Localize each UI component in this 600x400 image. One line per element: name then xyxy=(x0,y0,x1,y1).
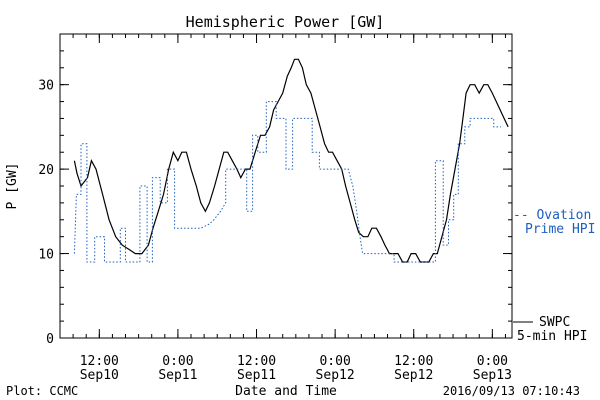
series-ovation-line xyxy=(73,101,501,263)
legend-swpc-line1: SWPC xyxy=(539,315,570,330)
x-tick-label-date: Sep12 xyxy=(394,368,433,383)
legend-ovation-line1: -- Ovation xyxy=(513,208,591,223)
x-axis-label: Date and Time xyxy=(235,384,337,399)
legend-swpc-line2: 5-min HPI xyxy=(517,329,587,344)
x-tick-label-date: Sep12 xyxy=(316,368,355,383)
x-tick-label-date: Sep11 xyxy=(237,368,276,383)
y-axis-label: P [GW] xyxy=(5,163,20,210)
x-tick-label-time: 0:00 xyxy=(319,354,350,369)
y-tick-label: 10 xyxy=(38,248,54,263)
plot-timestamp: 2016/09/13 07:10:43 xyxy=(443,384,580,398)
x-axis-ticks: 12:00Sep100:00Sep1112:00Sep110:00Sep1212… xyxy=(80,34,512,383)
y-axis-ticks: 0 10 20 30 xyxy=(38,79,512,347)
x-tick-label-date: Sep10 xyxy=(80,368,119,383)
x-tick-label-time: 12:00 xyxy=(80,354,119,369)
legend-ovation: -- Ovation Prime HPI xyxy=(513,208,595,237)
x-tick-label-time: 0:00 xyxy=(477,354,508,369)
series-layer xyxy=(73,58,509,263)
y-tick-label: 30 xyxy=(38,79,54,94)
x-tick-label-time: 12:00 xyxy=(237,354,276,369)
y-tick-label: 0 xyxy=(46,332,54,347)
legend-ovation-line2: Prime HPI xyxy=(525,222,595,237)
x-tick-label-time: 0:00 xyxy=(162,354,193,369)
x-tick-label-time: 12:00 xyxy=(394,354,433,369)
x-tick-label-date: Sep11 xyxy=(158,368,197,383)
plot-credit: Plot: CCMC xyxy=(6,384,78,398)
chart-title: Hemispheric Power [GW] xyxy=(186,13,385,31)
y-tick-label: 20 xyxy=(38,163,54,178)
x-tick-label-date: Sep13 xyxy=(473,368,512,383)
legend-swpc: SWPC 5-min HPI xyxy=(513,315,587,344)
series-swpc-line xyxy=(73,58,509,263)
